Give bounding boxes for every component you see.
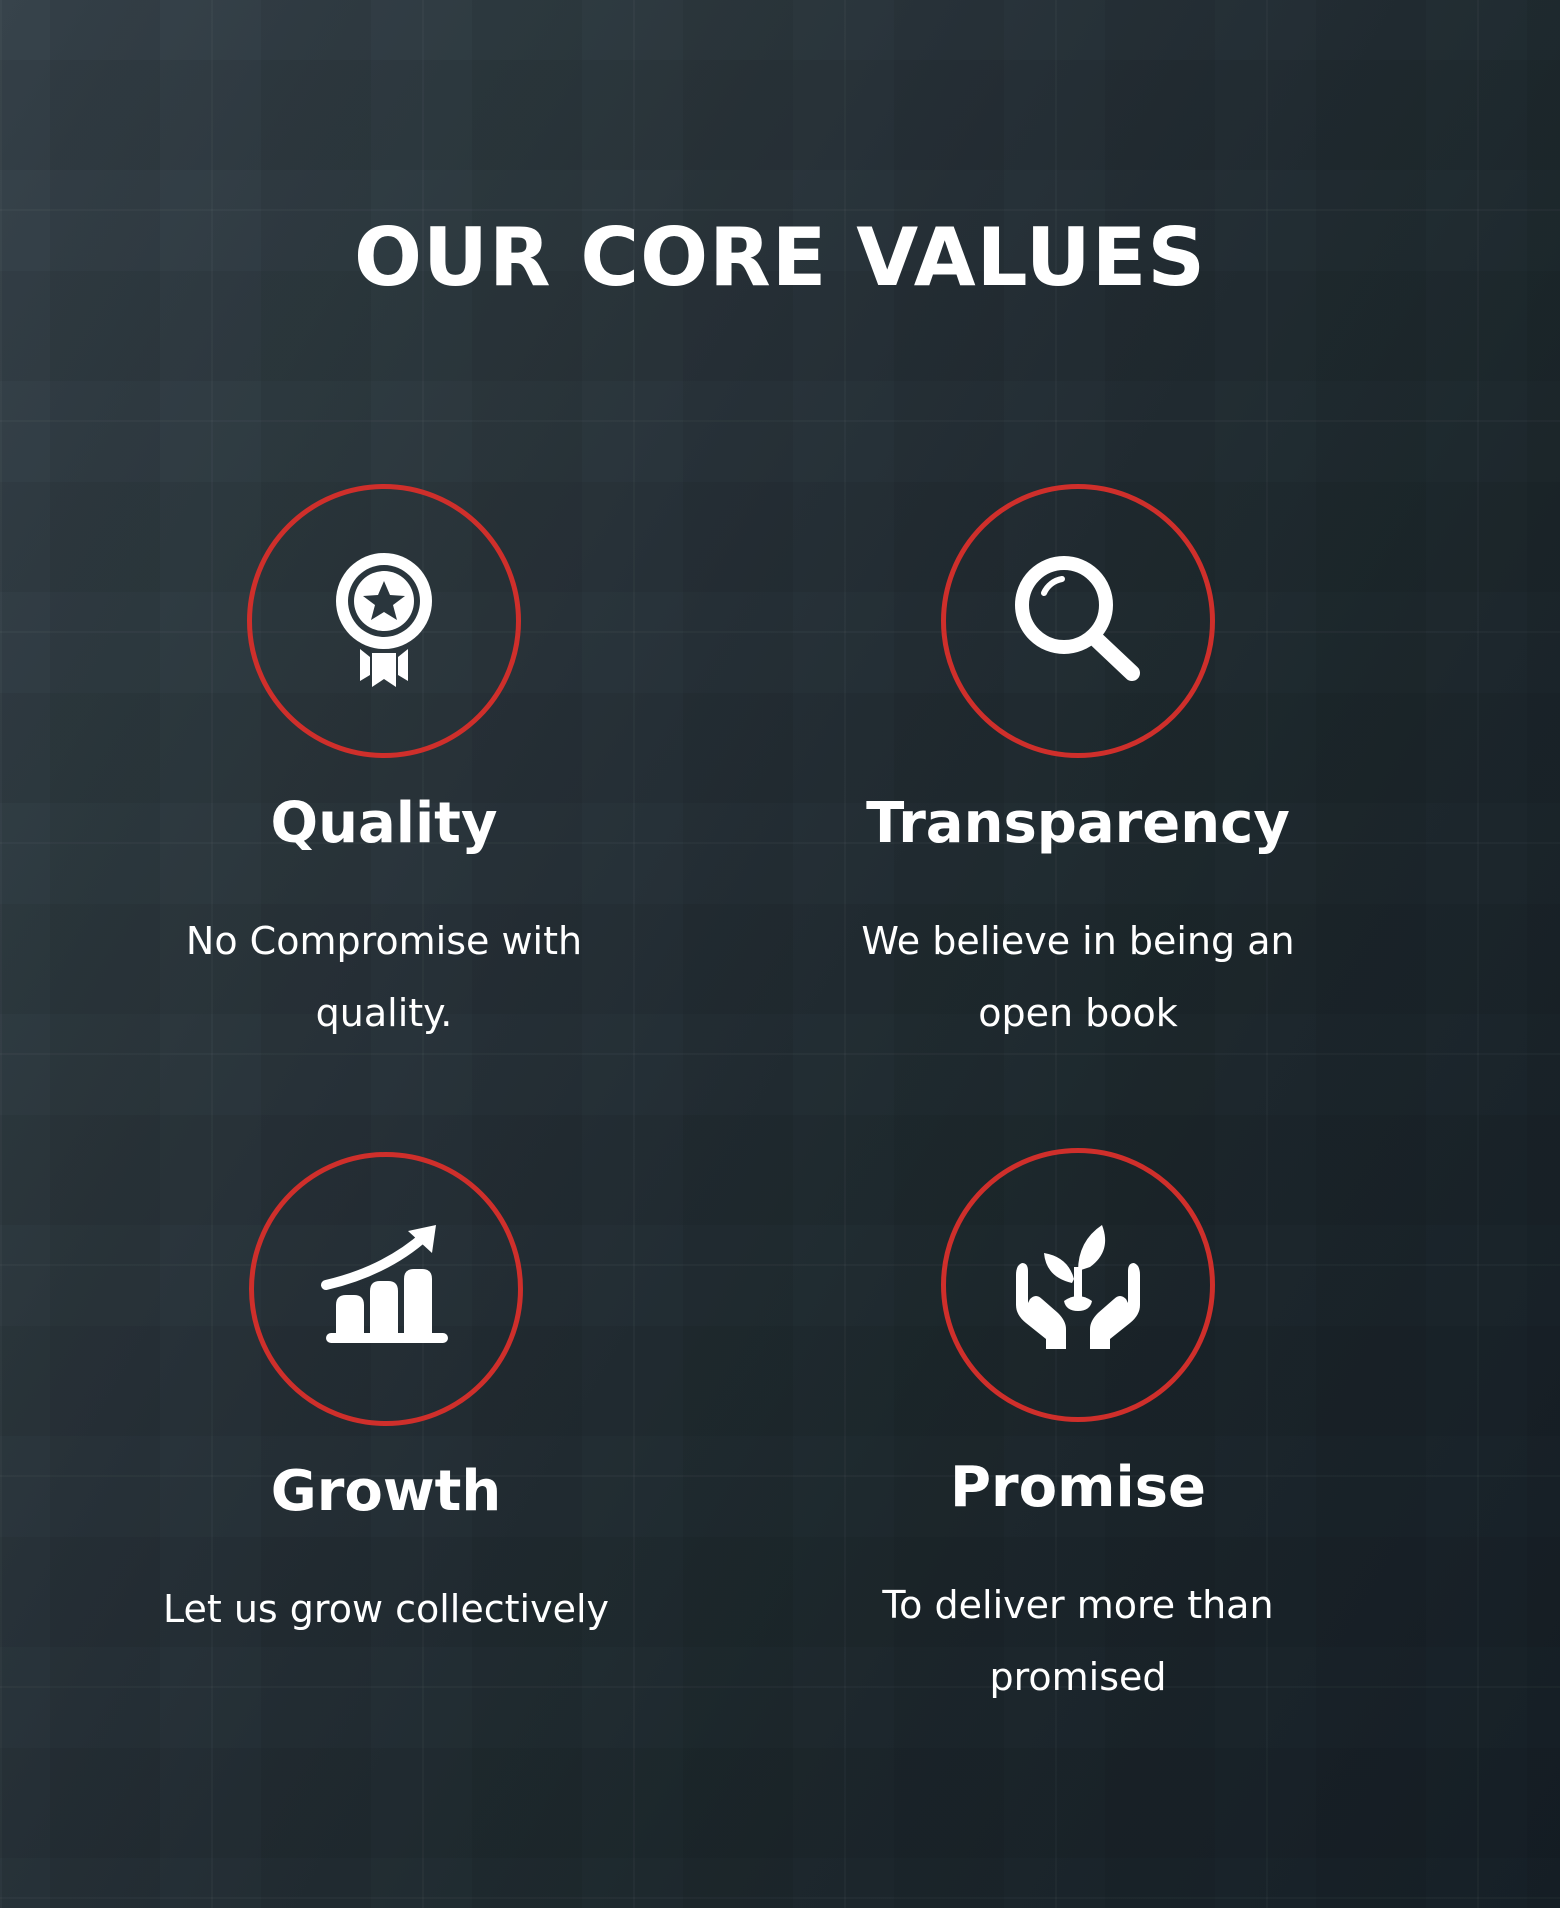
value-card-quality: Quality No Compromise with quality. bbox=[84, 484, 684, 1049]
value-title: Promise bbox=[950, 1455, 1206, 1520]
magnifying-glass-icon bbox=[1015, 556, 1140, 681]
icon-circle bbox=[249, 1152, 523, 1426]
value-description: To deliver more than promised bbox=[882, 1583, 1274, 1700]
value-title: Growth bbox=[270, 1459, 502, 1524]
icon-circle bbox=[941, 484, 1215, 758]
value-title: Transparency bbox=[866, 791, 1290, 856]
award-ribbon-icon bbox=[336, 553, 432, 687]
value-card-promise: Promise To deliver more than promised bbox=[778, 1148, 1378, 1713]
value-description: Let us grow collectively bbox=[162, 1587, 610, 1632]
icon-circle bbox=[941, 1148, 1215, 1422]
value-card-transparency: Transparency We believe in being an open… bbox=[778, 484, 1378, 1049]
value-card-growth: Growth Let us grow collectively bbox=[86, 1152, 686, 1645]
icon-circle bbox=[247, 484, 521, 758]
value-description: No Compromise with quality. bbox=[185, 919, 583, 1036]
growth-chart-icon bbox=[321, 1225, 448, 1343]
hands-plant-icon bbox=[1016, 1225, 1140, 1349]
page-title: OUR CORE VALUES bbox=[354, 211, 1206, 304]
value-title: Quality bbox=[270, 791, 498, 856]
value-description: We believe in being an open book bbox=[861, 919, 1295, 1036]
